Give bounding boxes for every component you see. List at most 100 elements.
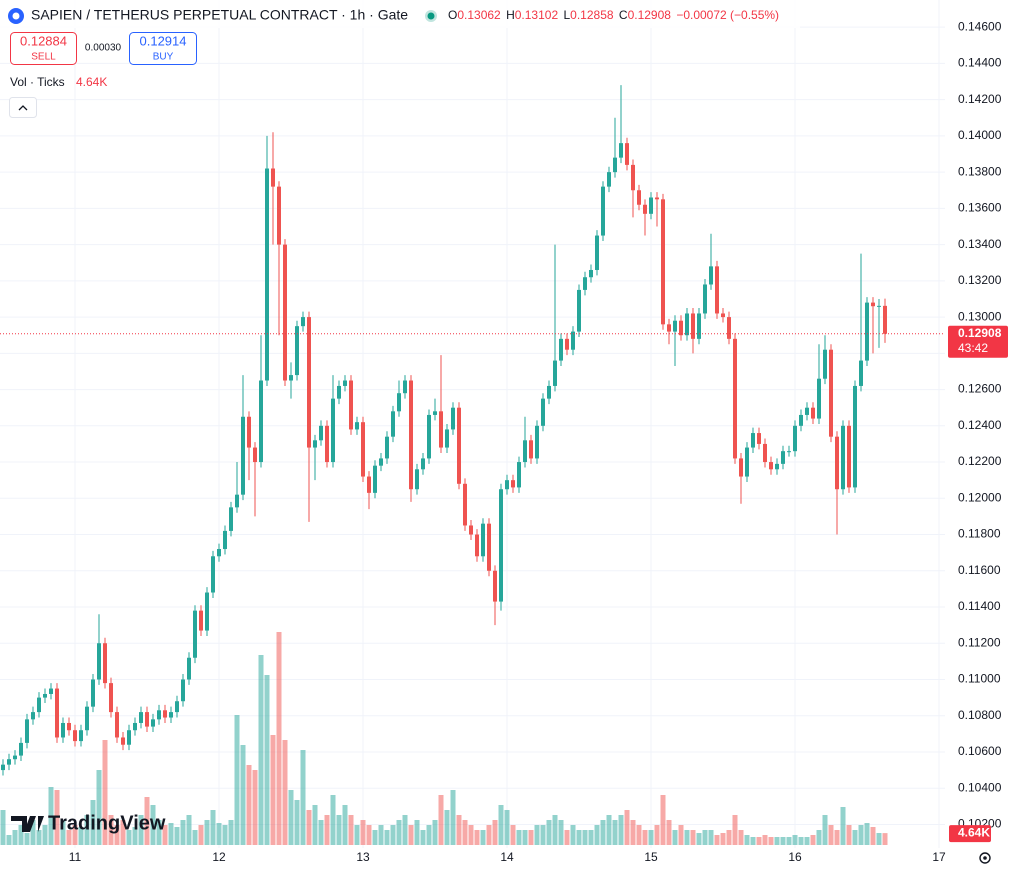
- volume-bar: [48, 787, 54, 845]
- candle-body: [685, 313, 689, 336]
- volume-bar: [36, 830, 42, 845]
- candle-body: [877, 305, 881, 307]
- last-price-label: 0.12908: [958, 326, 1002, 340]
- candle-body: [655, 197, 659, 200]
- candle-body: [703, 284, 707, 314]
- volume-bar: [846, 825, 852, 845]
- volume-bar: [780, 837, 786, 845]
- volume-bar: [768, 837, 774, 845]
- candle-body: [805, 407, 809, 415]
- volume-bar: [270, 735, 276, 845]
- volume-bar: [420, 830, 426, 845]
- indicator-name: Vol · Ticks: [10, 75, 65, 89]
- candle-body: [853, 385, 857, 488]
- candle-body: [61, 722, 65, 738]
- candle-body: [397, 393, 401, 412]
- candle-body: [595, 235, 599, 270]
- volume-bar: [576, 830, 582, 845]
- volume-bar: [612, 820, 618, 845]
- volume-bar: [0, 810, 6, 845]
- y-tick-label: 0.13400: [958, 237, 1002, 251]
- candle-body: [283, 244, 287, 381]
- y-tick-label: 0.12000: [958, 490, 1002, 504]
- volume-bar: [624, 810, 630, 845]
- candle-body: [835, 436, 839, 490]
- volume-tag: [949, 825, 991, 843]
- candle-body: [379, 458, 383, 466]
- candle-body: [31, 712, 35, 720]
- candle-body: [97, 643, 101, 680]
- candle-body: [769, 462, 773, 470]
- candle-body: [601, 186, 605, 236]
- y-tick-label: 0.10800: [958, 708, 1002, 722]
- candle-body: [409, 380, 413, 490]
- volume-bar: [474, 830, 480, 845]
- volume-bar: [552, 815, 558, 845]
- candle-body: [391, 411, 395, 437]
- sell-label: SELL: [31, 52, 56, 63]
- volume-bar: [360, 820, 366, 845]
- candle-body: [793, 425, 797, 452]
- candle-body: [505, 480, 509, 490]
- collapse-button[interactable]: [9, 97, 37, 118]
- volume-bar: [480, 830, 486, 845]
- candle-body: [607, 172, 611, 187]
- spread: 0.00030: [85, 43, 122, 54]
- volume-bar: [408, 825, 414, 845]
- logo-mark: [11, 816, 44, 832]
- candle-body: [337, 385, 341, 399]
- candle-body: [247, 416, 251, 448]
- volume-bar: [690, 830, 696, 845]
- collapse-icon: [18, 105, 28, 111]
- candle-body: [403, 380, 407, 394]
- candle-body: [667, 324, 671, 332]
- volume-bar: [762, 835, 768, 845]
- volume-bar: [84, 815, 90, 845]
- candle-body: [811, 407, 815, 419]
- volume-bar: [570, 825, 576, 845]
- y-tick-label: 0.11000: [958, 672, 1001, 686]
- candle-body: [205, 592, 209, 631]
- volume-bar: [258, 655, 264, 845]
- candle-body: [787, 451, 791, 453]
- candle-body: [7, 759, 11, 765]
- candle-body: [817, 378, 821, 419]
- candle-body: [67, 722, 71, 731]
- candle-body: [571, 331, 575, 350]
- volume-bar: [30, 820, 36, 845]
- volume-bar: [852, 830, 858, 845]
- candle-body: [193, 610, 197, 658]
- y-tick-label: 0.10400: [958, 780, 1002, 794]
- volume-bar: [348, 815, 354, 845]
- x-tick-label: 14: [500, 850, 514, 864]
- buy-label: BUY: [153, 52, 174, 63]
- volume-bar: [372, 830, 378, 845]
- sell-button[interactable]: [10, 32, 77, 65]
- candle-body: [157, 710, 161, 720]
- candle-body: [643, 204, 647, 214]
- candle-body: [541, 398, 545, 426]
- candle-body: [445, 429, 449, 448]
- candle-body: [883, 305, 887, 334]
- settings-icon[interactable]: [979, 852, 991, 864]
- candle-body: [373, 465, 377, 493]
- volume-bar: [108, 815, 114, 845]
- volume-bar: [384, 830, 390, 845]
- ohlc-value: 0.12858: [570, 8, 614, 22]
- volume-bar: [876, 833, 882, 845]
- y-tick-label: 0.13800: [958, 164, 1002, 178]
- candle-body: [649, 197, 653, 214]
- volume-bar: [282, 740, 288, 845]
- buy-button[interactable]: [129, 32, 197, 65]
- candle-body: [115, 712, 119, 738]
- candle-body: [217, 549, 221, 557]
- volume-bar: [822, 815, 828, 845]
- volume-bar: [816, 830, 822, 845]
- volume-bar: [318, 820, 324, 845]
- volume-bar: [216, 823, 222, 845]
- candle-body: [439, 411, 443, 448]
- volume-bar: [618, 815, 624, 845]
- volume-bar: [390, 825, 396, 845]
- sell-price: 0.12884: [20, 33, 67, 48]
